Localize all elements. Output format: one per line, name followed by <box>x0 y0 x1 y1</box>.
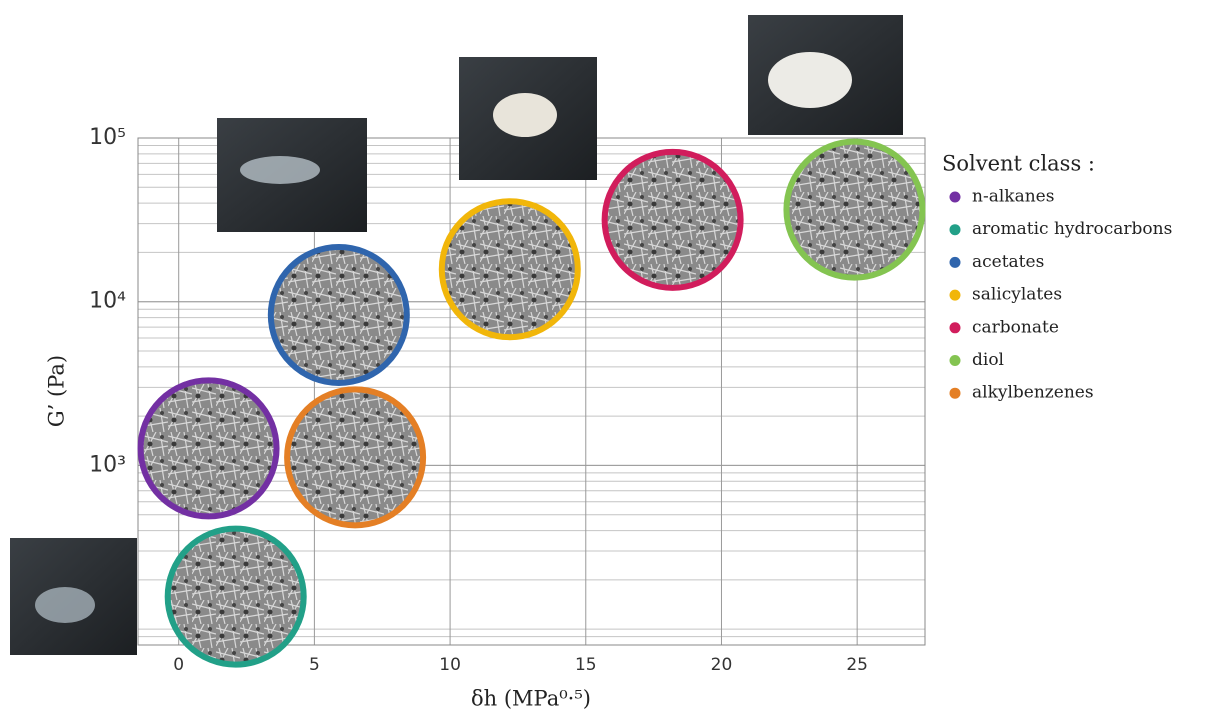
legend-label: aromatic hydrocarbons <box>972 219 1172 239</box>
gel <box>35 587 95 623</box>
x-tick-label: 15 <box>575 655 597 675</box>
x-tick-label: 20 <box>711 655 733 675</box>
photos <box>10 15 903 655</box>
x-tick-label: 25 <box>846 655 868 675</box>
legend-marker <box>949 355 961 366</box>
point <box>438 198 581 341</box>
gel <box>240 156 320 184</box>
legend-label: diol <box>972 350 1004 370</box>
legend-label: n-alkanes <box>972 187 1054 207</box>
legend-label: alkylbenzenes <box>972 383 1094 403</box>
legend-marker <box>949 224 961 236</box>
point <box>267 243 410 386</box>
x-tick-label: 10 <box>439 655 461 675</box>
point <box>783 138 926 281</box>
legend-marker <box>949 289 961 301</box>
x-tick-label: 5 <box>309 655 320 675</box>
point <box>137 377 280 520</box>
point <box>164 525 307 668</box>
legend-label: carbonate <box>972 317 1059 337</box>
legend-title: Solvent class : <box>942 152 1095 176</box>
legend-marker <box>949 387 961 399</box>
legend-marker <box>949 256 961 268</box>
y-tick-label: 10³ <box>89 452 126 477</box>
legend-marker <box>949 322 961 334</box>
gel <box>493 93 557 137</box>
y-axis-label: G’ (Pa) <box>45 355 69 427</box>
legend-marker <box>949 191 961 203</box>
y-tick-label: 10⁵ <box>89 125 126 150</box>
legend-label: salicylates <box>972 285 1062 305</box>
point <box>284 386 427 529</box>
legend-label: acetates <box>972 252 1044 272</box>
y-tick-label: 10⁴ <box>89 289 126 314</box>
point <box>601 148 744 291</box>
gel <box>768 52 852 108</box>
x-axis-label: δh (MPa⁰·⁵) <box>471 687 591 711</box>
x-tick-label: 0 <box>173 655 184 675</box>
